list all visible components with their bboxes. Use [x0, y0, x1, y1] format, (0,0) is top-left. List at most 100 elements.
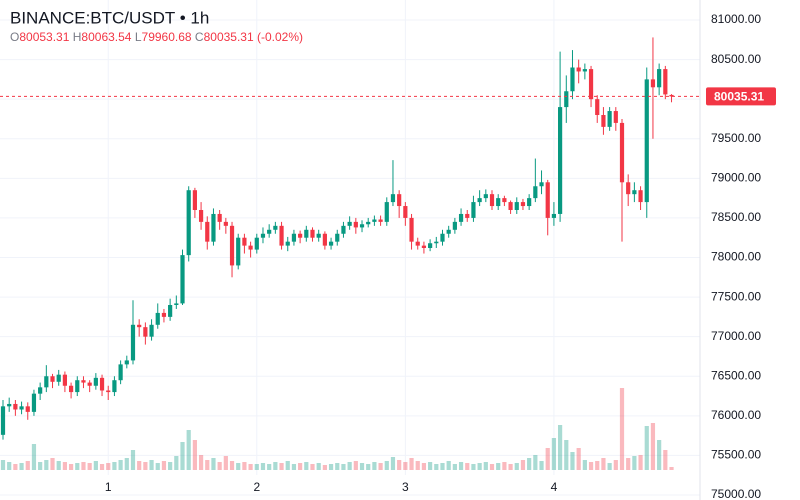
- candle-body: [378, 219, 383, 222]
- candle-body: [50, 376, 55, 382]
- candle-body: [198, 210, 204, 222]
- y-tick-label: 77000.00: [711, 329, 761, 343]
- candle-body: [322, 233, 327, 246]
- volume-bar: [508, 464, 513, 470]
- volume-bar: [322, 465, 327, 470]
- volume-bar: [186, 430, 191, 470]
- volume-bar: [87, 463, 92, 470]
- candle-body: [446, 229, 451, 234]
- volume-bar: [650, 423, 656, 470]
- volume-bar: [477, 463, 482, 470]
- volume-bar: [130, 450, 136, 470]
- last-price-label: 80035.31: [714, 90, 764, 104]
- volume-bar: [291, 464, 297, 470]
- candle-body: [489, 194, 495, 207]
- volume-bar: [50, 458, 55, 470]
- candle-body: [564, 91, 569, 108]
- candle-body: [205, 221, 210, 242]
- volume-bar: [38, 462, 43, 470]
- candle-body: [68, 385, 74, 393]
- volume-bar: [452, 464, 457, 470]
- candle-body: [328, 241, 334, 246]
- volume-bar: [502, 462, 507, 470]
- volume-bar: [539, 461, 544, 470]
- volume-bar: [44, 460, 49, 470]
- candle-body: [19, 406, 24, 410]
- candle-body: [607, 111, 612, 127]
- candle-body: [582, 69, 587, 72]
- volume-bar: [607, 463, 612, 470]
- volume-bar: [155, 463, 160, 470]
- y-tick-label: 78000.00: [711, 250, 761, 264]
- candle-body: [558, 107, 563, 214]
- volume-bar: [217, 462, 222, 470]
- volume-bar: [56, 461, 61, 470]
- candle-body: [613, 111, 618, 123]
- volume-bar: [626, 458, 631, 470]
- candle-body: [415, 241, 420, 246]
- candle-body: [452, 221, 457, 230]
- candle-body: [347, 221, 352, 226]
- volume-bar: [198, 455, 204, 470]
- volume-bar: [564, 440, 569, 470]
- ohlc-value: 80053.31: [19, 30, 69, 44]
- volume-bar: [236, 463, 241, 470]
- candle-body: [217, 213, 222, 222]
- candle-body: [273, 225, 278, 230]
- volume-bar: [254, 464, 259, 470]
- candle-body: [601, 115, 606, 127]
- volume-bar: [446, 461, 451, 470]
- candle-body: [13, 403, 18, 410]
- volume-bar: [669, 467, 674, 470]
- volume-bar: [223, 456, 228, 470]
- candle-body: [576, 67, 581, 72]
- volume-bar: [576, 448, 581, 470]
- candle-body: [291, 233, 297, 242]
- volume-bar: [489, 464, 495, 470]
- candle-body: [44, 376, 49, 388]
- candle-body: [477, 198, 482, 203]
- candle-body: [545, 182, 550, 218]
- candle-body: [75, 380, 80, 393]
- volume-bar: [434, 464, 439, 470]
- volume-bar: [229, 461, 235, 470]
- volume-bar: [31, 444, 37, 470]
- volume-bar: [310, 464, 315, 470]
- volume-bar: [242, 462, 247, 470]
- ohlc-letter: H: [73, 30, 82, 44]
- y-tick-label: 80500.00: [711, 52, 761, 66]
- y-tick-label: 79000.00: [711, 171, 761, 185]
- candle-body: [174, 303, 179, 305]
- volume-bar: [632, 456, 637, 470]
- volume-bar: [428, 462, 433, 470]
- candle-body: [533, 186, 538, 199]
- y-tick-label: 77500.00: [711, 289, 761, 303]
- candle-body: [669, 94, 674, 97]
- candle-body: [644, 79, 649, 203]
- candle-body: [471, 202, 476, 218]
- volume-bar: [588, 462, 594, 470]
- volume-bar: [93, 461, 98, 470]
- volume-bar: [483, 462, 488, 470]
- chart-title: BINANCE:BTC/USDT • 1h: [10, 8, 209, 27]
- volume-bar: [403, 462, 408, 470]
- candle-body: [421, 245, 427, 248]
- candle-body: [279, 225, 284, 246]
- volume-bar: [106, 463, 111, 470]
- candle-body: [638, 190, 643, 203]
- volume-bar: [663, 450, 668, 470]
- volume-bar: [328, 464, 334, 470]
- candle-body: [316, 233, 321, 238]
- candle-body: [143, 327, 148, 337]
- volume-bar: [347, 462, 352, 470]
- volume-bar: [161, 461, 167, 470]
- candle-body: [81, 380, 86, 383]
- volume-bar: [0, 460, 6, 470]
- x-tick-label: 4: [551, 480, 558, 494]
- candle-body: [93, 377, 98, 386]
- candle-body: [527, 198, 532, 207]
- volume-bar: [279, 463, 284, 470]
- candle-body: [62, 374, 67, 386]
- candle-body: [242, 237, 247, 246]
